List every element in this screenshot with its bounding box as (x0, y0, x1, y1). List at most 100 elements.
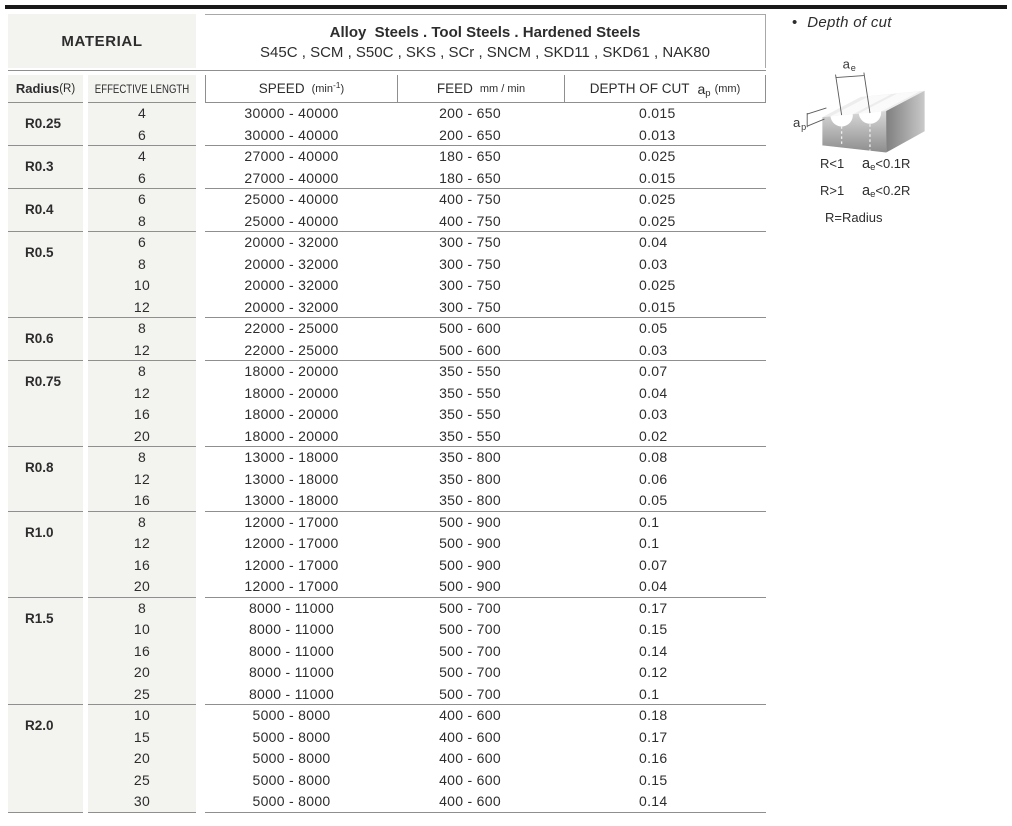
speed-cell: 18000 - 20000 (244, 406, 339, 422)
radius-group-r2-0: R2.0 10 5000 - 8000 400 - 600 0.18 15 5000 - 8… (8, 705, 766, 813)
speed-cell: 12000 - 17000 (205, 576, 398, 598)
radius-group-r0-3: R0.3 4 27000 - 40000 180 - 650 0.025 6 27000 -… (8, 146, 766, 189)
speed-cell: 20000 - 32000 (244, 255, 339, 272)
speed-header-label: SPEED (258, 81, 305, 96)
effective-length-cell: 10 (88, 705, 196, 727)
radius-label: R0.3 (8, 146, 83, 189)
effective-length-cell: 6 (88, 124, 196, 146)
speed-unit: (min-1) (311, 79, 345, 95)
depth-header-label: DEPTH OF CUT (589, 81, 690, 96)
radius-group-r0-5: R0.5 6 20000 - 32000 300 - 750 0.04 8 20000 - … (8, 232, 766, 318)
radius-group-r0-4: R0.4 6 25000 - 40000 400 - 750 0.025 8 25000 -… (8, 189, 766, 232)
effective-length-cell: 16 (88, 490, 196, 512)
feed-cell: 500 - 700 (439, 642, 501, 659)
effective-length-cell: 12 (88, 382, 196, 404)
effective-length-column-header: EFFECTIVE LENGTH (88, 75, 196, 103)
speed-cell: 8000 - 11000 (248, 642, 335, 659)
feed-cell: 200 - 650 (439, 105, 501, 121)
groove-top-1 (830, 94, 892, 117)
depth-symbol: ap (697, 80, 711, 99)
speed-cell: 25000 - 40000 (244, 191, 339, 207)
depth-of-cut-notes: R<1 ae <0.1R R>1 ae <0.2R R=Radius (820, 156, 910, 225)
radius-group-r0-75: R0.75 8 18000 - 20000 350 - 550 0.07 12 18000 … (8, 361, 766, 447)
radius-label: R0.6 (8, 318, 83, 361)
feed-cell: 500 - 900 (439, 513, 501, 530)
speed-cell: 20000 - 32000 (244, 234, 339, 250)
note-condition: R>1 (820, 183, 845, 198)
depth-cell: 0.05 (565, 490, 766, 512)
speed-cell: 18000 - 20000 (244, 384, 339, 401)
depth-cell: 0.025 (639, 148, 676, 164)
feed-cell: 200 - 650 (398, 125, 565, 146)
effective-length-header-label: EFFECTIVE LENGTH (94, 81, 190, 96)
ae-symbol: ae (862, 156, 876, 173)
effective-length-cell: 8 (88, 210, 196, 232)
feed-cell: 500 - 900 (439, 556, 501, 573)
note-r-less-1: R<1 ae <0.1R (820, 156, 910, 173)
depth-cell: 0.04 (639, 234, 668, 250)
depth-cell: 0.17 (639, 728, 668, 745)
feed-cell: 500 - 700 (439, 664, 501, 680)
effective-length-cell: 10 (88, 619, 196, 641)
radius-label: R0.8 (8, 447, 83, 512)
depth-cell: 0.04 (565, 576, 766, 598)
depth-cell: 0.025 (565, 211, 766, 232)
radius-group-r0-8: R0.8 8 13000 - 18000 350 - 800 0.08 12 13000 -… (8, 447, 766, 512)
speed-cell: 13000 - 18000 (244, 470, 339, 487)
feed-cell: 500 - 600 (398, 340, 565, 361)
feed-cell: 400 - 600 (398, 791, 565, 813)
speed-cell: 12000 - 17000 (244, 513, 339, 530)
radius-column-header: Radius (R) (8, 75, 83, 103)
effective-length-cell: 16 (88, 404, 196, 426)
depth-of-cut-panel: • Depth of cut (788, 14, 1008, 225)
feed-unit: mm / min (479, 82, 526, 95)
effective-length-cell: 20 (88, 662, 196, 684)
table-body: R0.25 4 30000 - 40000 200 - 650 0.015 6 30000 … (8, 103, 766, 813)
feed-cell: 400 - 750 (439, 191, 501, 207)
depth-cell: 0.07 (639, 556, 668, 573)
depth-cell: 0.17 (639, 599, 668, 616)
effective-length-cell: 16 (88, 554, 196, 576)
depth-cell: 0.15 (639, 771, 668, 788)
feed-cell: 350 - 550 (398, 426, 565, 447)
effective-length-cell: 20 (88, 748, 196, 770)
speed-cell: 13000 - 18000 (205, 490, 398, 512)
effective-length-cell: 8 (88, 361, 196, 383)
feed-cell: 300 - 750 (398, 297, 565, 318)
depth-cell: 0.04 (639, 384, 668, 401)
speed-cell: 18000 - 20000 (205, 426, 398, 447)
ae-label-sub: e (851, 63, 856, 73)
radius-label: R1.0 (8, 511, 83, 598)
effective-length-cell: 8 (88, 511, 196, 533)
depth-cell: 0.02 (565, 426, 766, 447)
depth-cell: 0.05 (639, 320, 668, 336)
feed-cell: 500 - 700 (439, 599, 501, 616)
effective-length-cell: 20 (88, 576, 196, 598)
radius-group-r0-25: R0.25 4 30000 - 40000 200 - 650 0.015 6 30000 … (8, 103, 766, 146)
radius-label: R2.0 (8, 705, 83, 813)
ae-dimension-line (835, 75, 864, 79)
feed-header-label: FEED (436, 81, 473, 96)
radius-label: R0.25 (8, 103, 83, 146)
effective-length-cell: 4 (88, 103, 196, 125)
ae-extension-line-2 (863, 72, 871, 114)
speed-cell: 27000 - 40000 (244, 148, 339, 164)
effective-length-cell: 16 (88, 640, 196, 662)
note-limit: <0.2R (875, 183, 911, 198)
speed-cell: 27000 - 40000 (205, 168, 398, 189)
depth-cell: 0.14 (639, 642, 668, 659)
feed-cell: 350 - 800 (439, 470, 501, 487)
effective-length-cell: 8 (88, 597, 196, 619)
speed-cell: 22000 - 25000 (205, 340, 398, 361)
effective-length-cell: 6 (88, 167, 196, 189)
material-steels-cell: Alloy Steels . Tool Steels . Hardened St… (205, 14, 766, 68)
speed-cell: 25000 - 40000 (205, 211, 398, 232)
effective-length-cell: 12 (88, 468, 196, 490)
depth-cell: 0.06 (639, 470, 668, 487)
ae-label: a (843, 56, 851, 71)
effective-length-cell: 4 (88, 146, 196, 168)
effective-length-cell: 6 (88, 189, 196, 211)
groove-top-2 (858, 91, 920, 114)
depth-cell: 0.025 (639, 277, 676, 293)
